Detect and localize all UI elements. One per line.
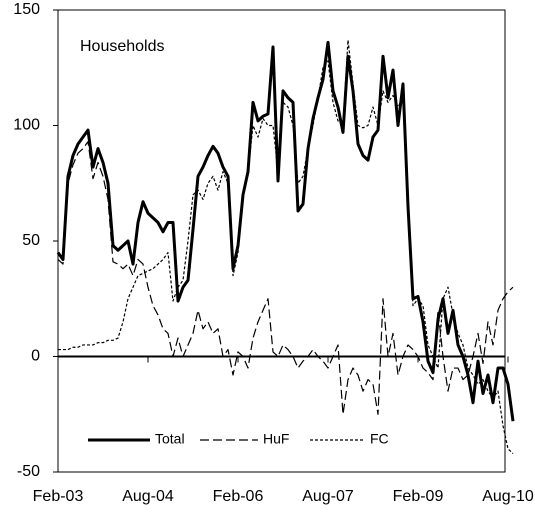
y-tick-label: 100: [13, 117, 40, 134]
x-tick-label: Feb-06: [213, 488, 264, 505]
series-line: [58, 39, 514, 454]
legend-label: FC: [370, 431, 389, 447]
x-tick-label: Aug-10: [482, 488, 534, 505]
legend-label: HuF: [263, 431, 289, 447]
x-tick-label: Feb-03: [33, 488, 84, 505]
chart-title: Households: [80, 38, 165, 55]
y-tick-label: -50: [17, 463, 40, 480]
y-tick-label: 50: [22, 232, 40, 249]
y-tick-label: 150: [13, 1, 40, 18]
series-line: [56, 40, 515, 422]
plot-frame: [57, 9, 506, 473]
series-line: [57, 141, 514, 415]
x-tick-label: Feb-09: [393, 488, 444, 505]
x-tick-label: Aug-04: [122, 488, 174, 505]
legend-label: Total: [155, 431, 185, 447]
x-tick-label: Aug-07: [302, 488, 354, 505]
y-tick-label: 0: [31, 348, 40, 365]
